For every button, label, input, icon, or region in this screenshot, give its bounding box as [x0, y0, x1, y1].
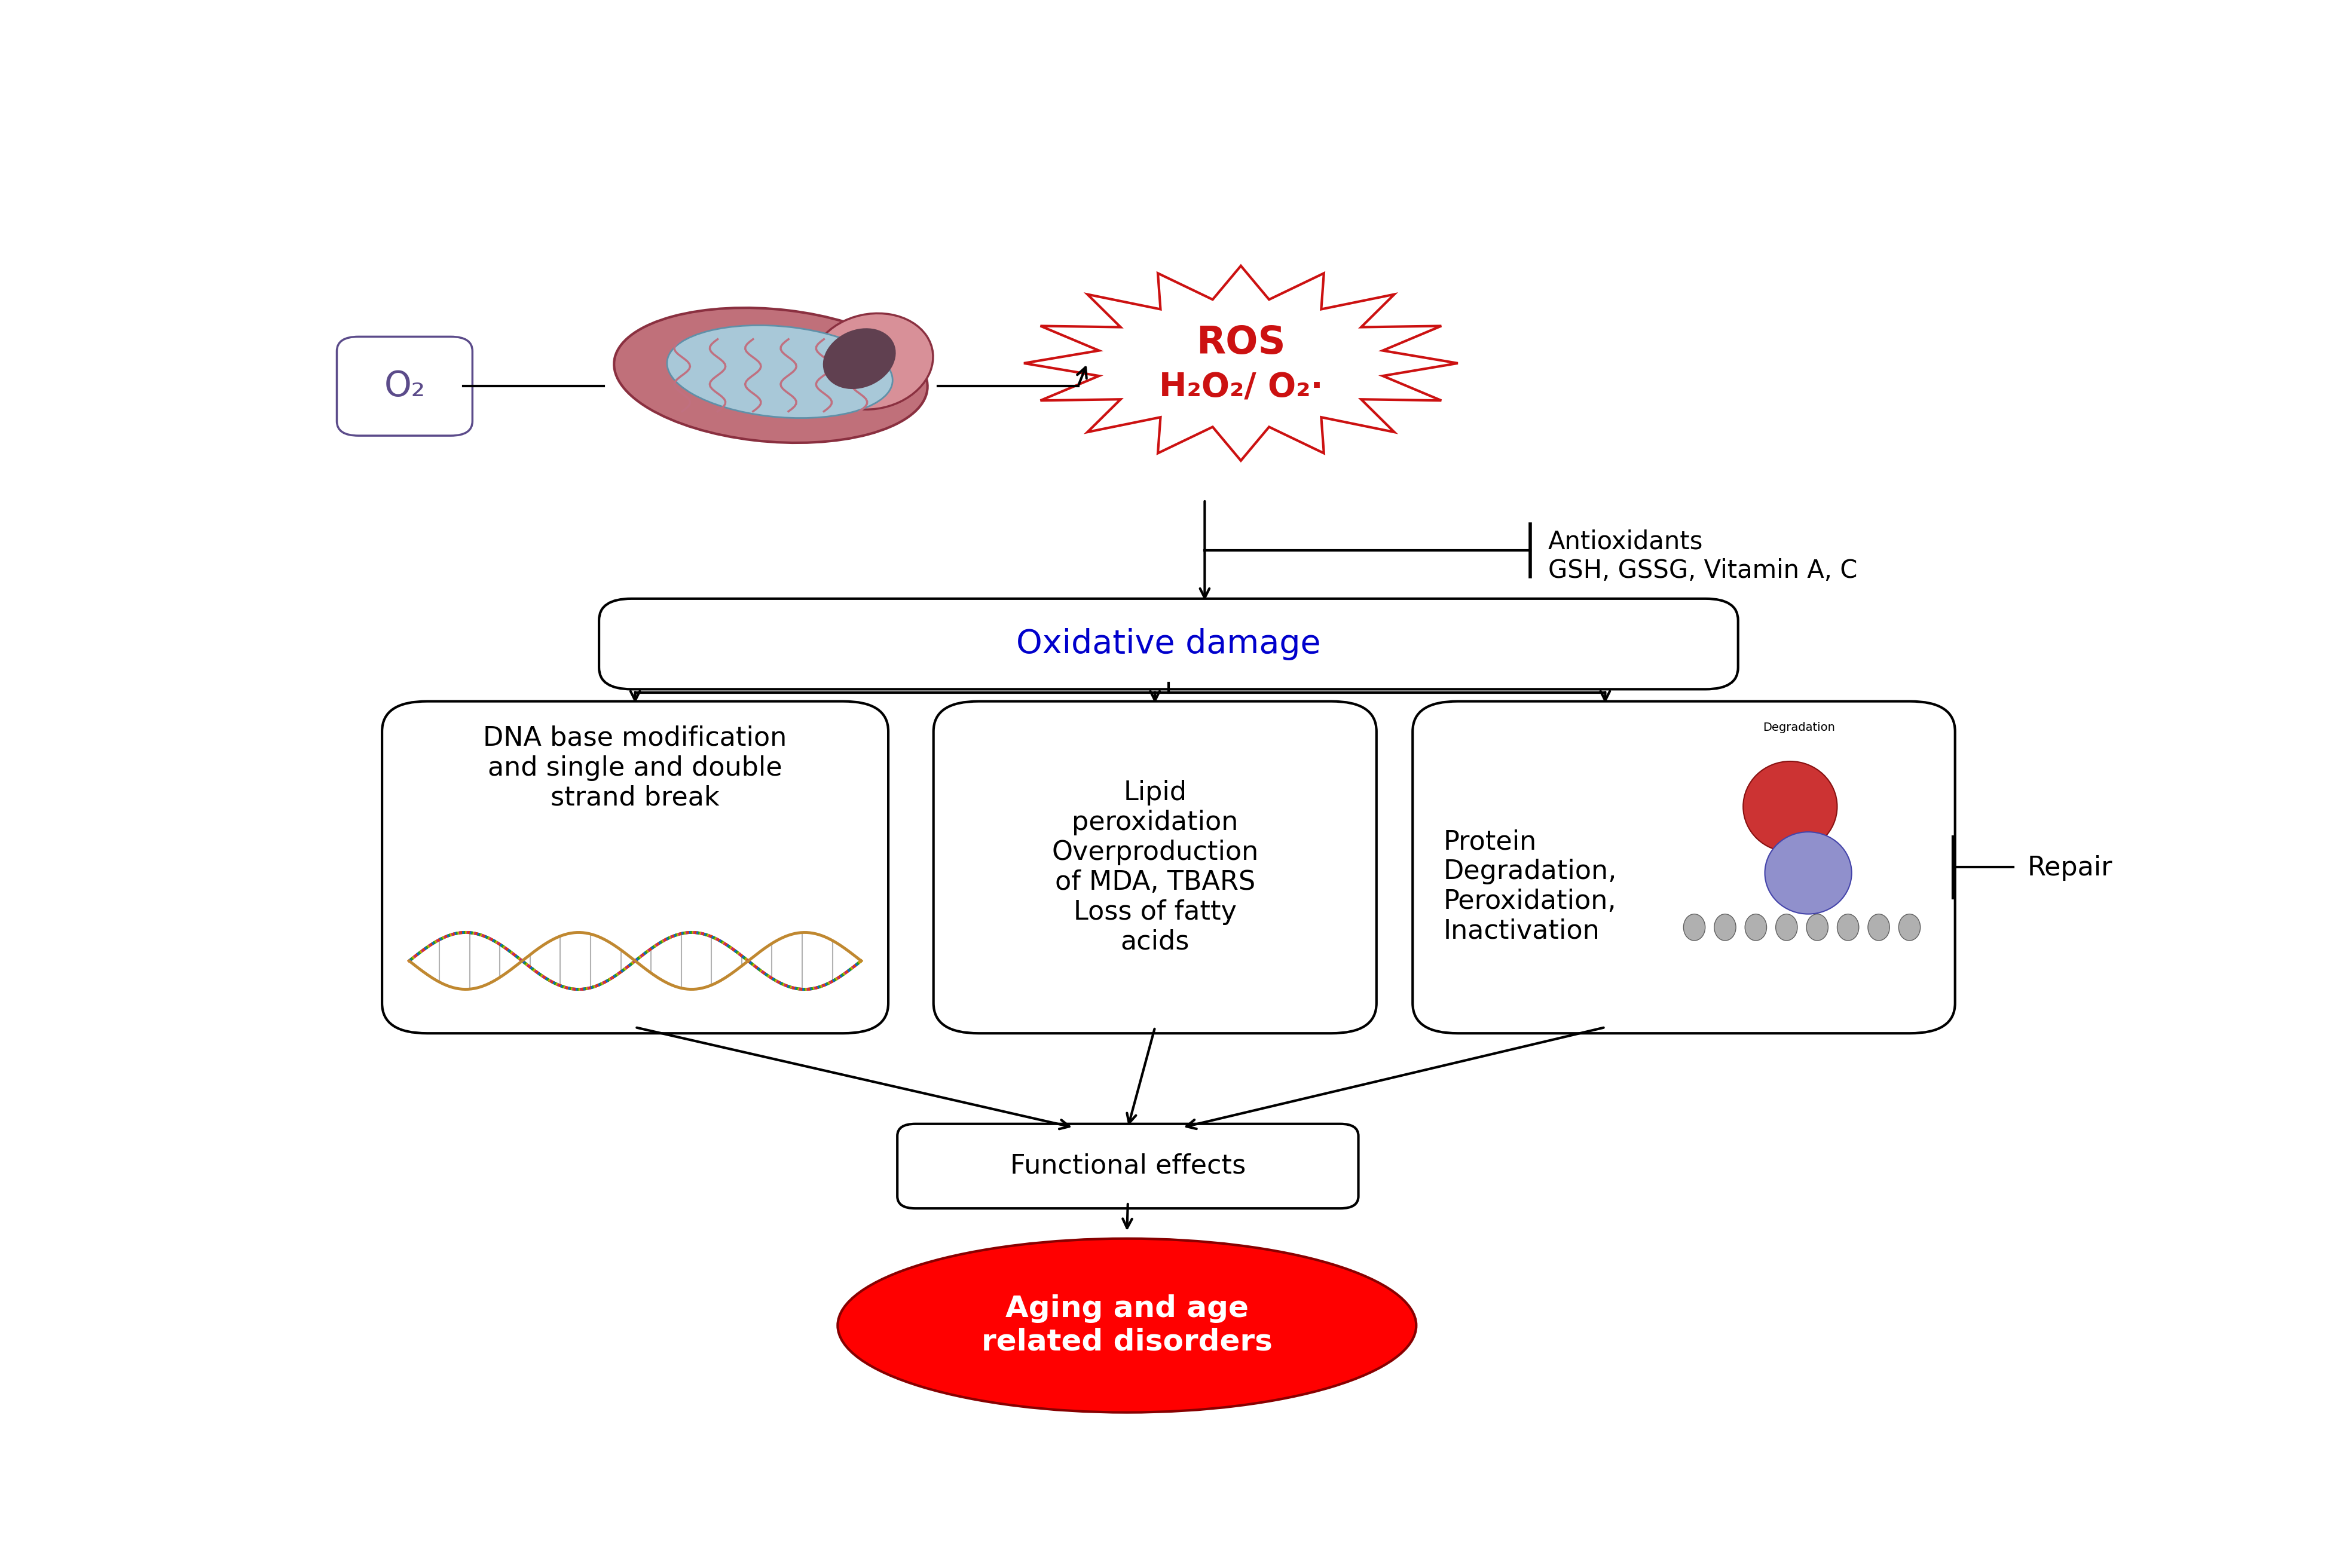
Text: Degradation: Degradation: [1764, 721, 1836, 734]
FancyBboxPatch shape: [383, 701, 889, 1033]
Ellipse shape: [1684, 914, 1705, 941]
Ellipse shape: [1743, 762, 1836, 851]
Text: Lipid
peroxidation
Overproduction
of MDA, TBARS
Loss of fatty
acids: Lipid peroxidation Overproduction of MDA…: [1052, 779, 1257, 955]
Ellipse shape: [812, 314, 933, 409]
Text: Antioxidants
GSH, GSSG, Vitamin A, C: Antioxidants GSH, GSSG, Vitamin A, C: [1549, 530, 1857, 583]
Text: Repair: Repair: [2027, 855, 2114, 881]
FancyBboxPatch shape: [933, 701, 1376, 1033]
Text: O₂: O₂: [385, 368, 425, 403]
Ellipse shape: [614, 307, 929, 442]
FancyBboxPatch shape: [336, 337, 471, 436]
Ellipse shape: [1869, 914, 1890, 941]
FancyBboxPatch shape: [1414, 701, 1955, 1033]
Ellipse shape: [1836, 914, 1859, 941]
Ellipse shape: [1745, 914, 1766, 941]
FancyBboxPatch shape: [898, 1124, 1358, 1209]
Text: ROS: ROS: [1197, 325, 1285, 362]
Ellipse shape: [1764, 833, 1852, 914]
Ellipse shape: [824, 328, 896, 389]
Ellipse shape: [1715, 914, 1736, 941]
Text: H₂O₂/ O₂·: H₂O₂/ O₂·: [1160, 372, 1323, 403]
Ellipse shape: [667, 325, 894, 419]
Polygon shape: [1024, 267, 1458, 461]
Ellipse shape: [1806, 914, 1829, 941]
Text: Aging and age
related disorders: Aging and age related disorders: [982, 1295, 1271, 1356]
Ellipse shape: [1899, 914, 1920, 941]
FancyBboxPatch shape: [600, 599, 1738, 690]
Text: Functional effects: Functional effects: [1010, 1154, 1246, 1179]
Ellipse shape: [1775, 914, 1796, 941]
Text: DNA base modification
and single and double
strand break: DNA base modification and single and dou…: [483, 726, 786, 811]
Text: Protein
Degradation,
Peroxidation,
Inactivation: Protein Degradation, Peroxidation, Inact…: [1444, 829, 1617, 944]
Ellipse shape: [838, 1239, 1416, 1413]
Text: Oxidative damage: Oxidative damage: [1017, 627, 1320, 660]
